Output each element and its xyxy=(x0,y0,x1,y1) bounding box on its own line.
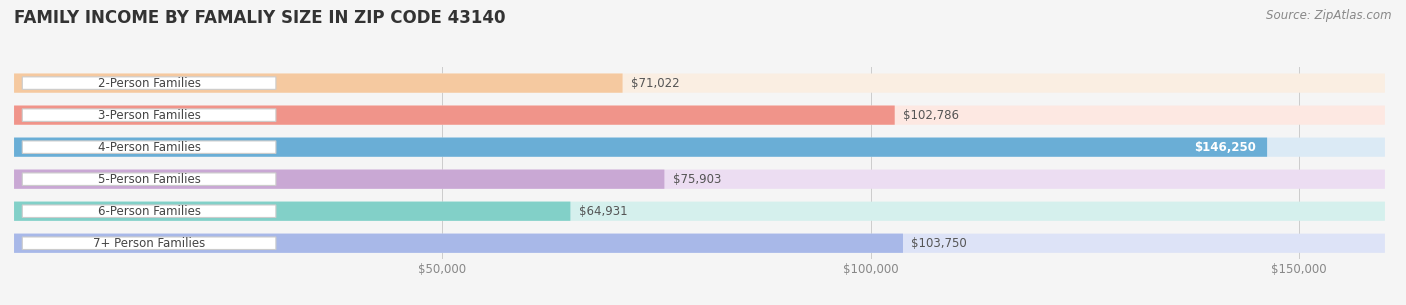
Text: $75,903: $75,903 xyxy=(672,173,721,186)
FancyBboxPatch shape xyxy=(14,234,1385,253)
FancyBboxPatch shape xyxy=(14,202,1385,221)
Text: 4-Person Families: 4-Person Families xyxy=(97,141,201,154)
Text: Source: ZipAtlas.com: Source: ZipAtlas.com xyxy=(1267,9,1392,22)
FancyBboxPatch shape xyxy=(14,74,623,93)
Text: 7+ Person Families: 7+ Person Families xyxy=(93,237,205,250)
FancyBboxPatch shape xyxy=(22,173,276,185)
Text: $71,022: $71,022 xyxy=(631,77,679,90)
FancyBboxPatch shape xyxy=(14,170,665,189)
FancyBboxPatch shape xyxy=(22,237,276,249)
Text: $64,931: $64,931 xyxy=(579,205,627,218)
FancyBboxPatch shape xyxy=(14,138,1385,157)
FancyBboxPatch shape xyxy=(14,106,1385,125)
FancyBboxPatch shape xyxy=(22,205,276,217)
Text: FAMILY INCOME BY FAMALIY SIZE IN ZIP CODE 43140: FAMILY INCOME BY FAMALIY SIZE IN ZIP COD… xyxy=(14,9,506,27)
FancyBboxPatch shape xyxy=(14,106,894,125)
FancyBboxPatch shape xyxy=(14,202,571,221)
Text: $103,750: $103,750 xyxy=(911,237,967,250)
Text: 5-Person Families: 5-Person Families xyxy=(97,173,201,186)
FancyBboxPatch shape xyxy=(22,77,276,89)
FancyBboxPatch shape xyxy=(14,170,1385,189)
Text: 3-Person Families: 3-Person Families xyxy=(97,109,201,122)
FancyBboxPatch shape xyxy=(14,74,1385,93)
Text: 6-Person Families: 6-Person Families xyxy=(97,205,201,218)
FancyBboxPatch shape xyxy=(14,234,903,253)
FancyBboxPatch shape xyxy=(22,141,276,153)
Text: $102,786: $102,786 xyxy=(903,109,959,122)
Text: 2-Person Families: 2-Person Families xyxy=(97,77,201,90)
FancyBboxPatch shape xyxy=(14,138,1267,157)
Text: $146,250: $146,250 xyxy=(1194,141,1256,154)
FancyBboxPatch shape xyxy=(22,109,276,121)
